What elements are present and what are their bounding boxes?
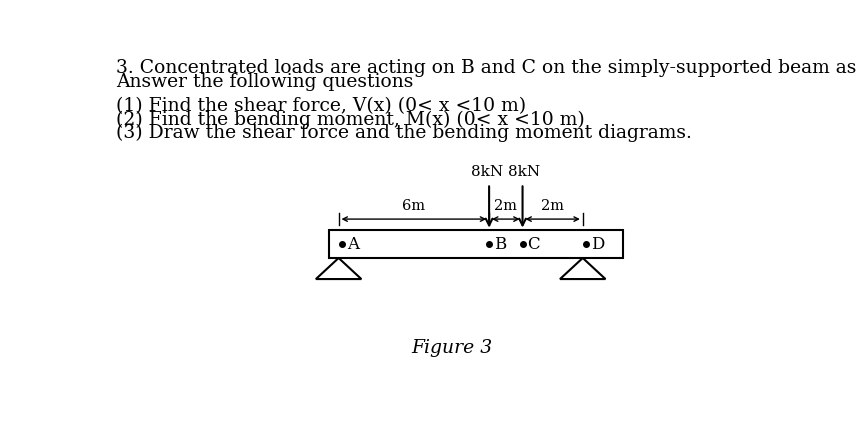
Text: A: A xyxy=(347,236,359,253)
Text: Answer the following questions: Answer the following questions xyxy=(116,73,413,91)
Text: (3) Draw the shear force and the bending moment diagrams.: (3) Draw the shear force and the bending… xyxy=(116,123,692,142)
Text: B: B xyxy=(494,236,506,253)
Text: 2m: 2m xyxy=(541,199,564,213)
Text: D: D xyxy=(591,236,604,253)
Polygon shape xyxy=(316,258,362,279)
Text: (1) Find the shear force, V(x) (0< x <10 m): (1) Find the shear force, V(x) (0< x <10… xyxy=(116,98,526,115)
Text: (2) Find the bending moment, M(x) (0< x <10 m): (2) Find the bending moment, M(x) (0< x … xyxy=(116,110,584,129)
Text: 8kN 8kN: 8kN 8kN xyxy=(471,165,540,179)
Text: C: C xyxy=(527,236,540,253)
Text: 3. Concentrated loads are acting on B and C on the simply-supported beam as show: 3. Concentrated loads are acting on B an… xyxy=(116,59,863,77)
Polygon shape xyxy=(560,258,606,279)
Bar xyxy=(329,230,623,258)
Text: 2m: 2m xyxy=(494,199,517,213)
Text: 6m: 6m xyxy=(402,199,425,213)
Text: Figure 3: Figure 3 xyxy=(412,339,493,357)
